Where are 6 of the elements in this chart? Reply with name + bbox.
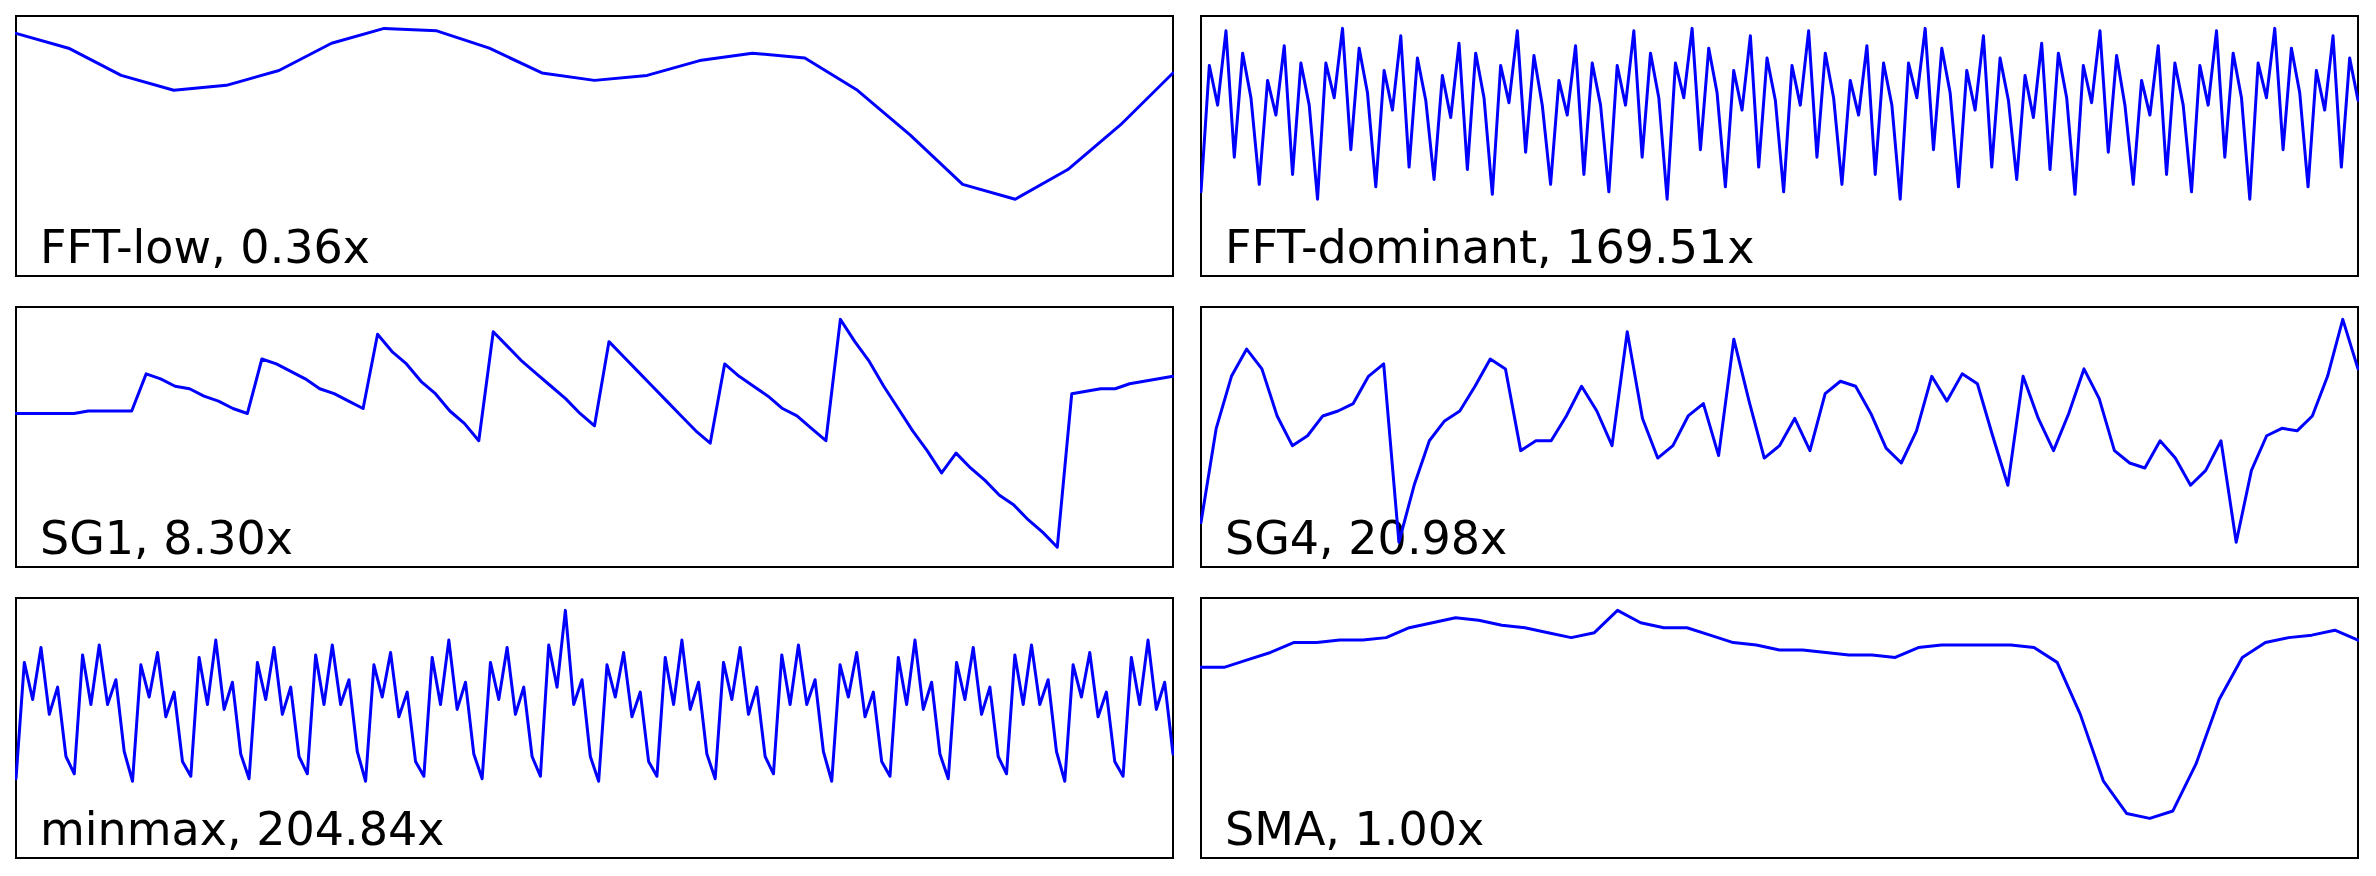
- text: FFT-dominant, 169.51x: [1225, 220, 1755, 274]
- text: FFT-low, 0.36x: [40, 220, 371, 274]
- text: SMA, 1.00x: [1225, 802, 1485, 856]
- text: SG1, 8.30x: [40, 511, 293, 565]
- text: SG4, 20.98x: [1225, 511, 1508, 565]
- text: minmax, 204.84x: [40, 802, 445, 856]
